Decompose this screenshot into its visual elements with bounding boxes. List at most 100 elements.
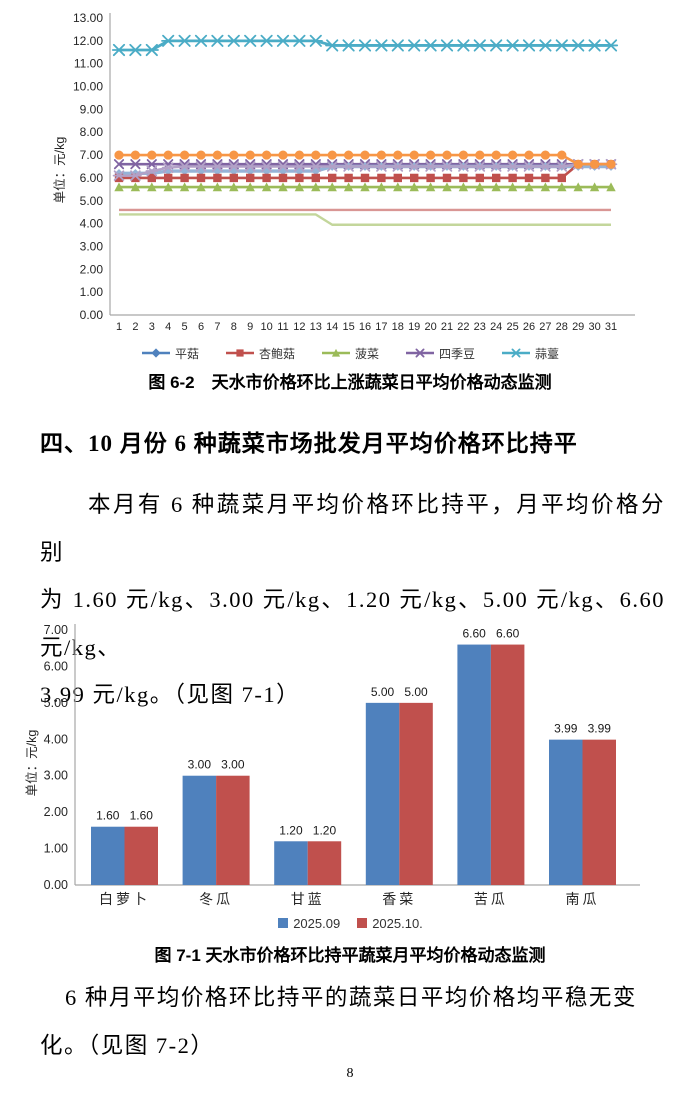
svg-text:18: 18	[392, 321, 404, 333]
svg-text:27: 27	[539, 321, 551, 333]
section-heading: 四、10 月份 6 种蔬菜市场批发月平均价格环比持平	[40, 431, 578, 456]
svg-text:9: 9	[247, 321, 253, 333]
svg-text:10.00: 10.00	[73, 80, 103, 94]
svg-text:2.00: 2.00	[80, 262, 104, 276]
legend-item-2025.09: 2025.09	[277, 916, 340, 931]
legend-marker-icon	[406, 348, 434, 358]
svg-text:17: 17	[375, 321, 387, 333]
svg-text:白萝卜: 白萝卜	[99, 891, 150, 907]
svg-text:28: 28	[556, 321, 568, 333]
daily-price-line-chart: 0.00 1.00 2.00 3.00 4.00 5.00 6.00 7.00 8.00 9.00…	[52, 11, 635, 333]
svg-text:30: 30	[588, 321, 600, 333]
svg-text:5.00: 5.00	[44, 696, 68, 710]
svg-text:1.00: 1.00	[44, 842, 68, 856]
svg-text:10: 10	[260, 321, 272, 333]
svg-text:3.99: 3.99	[588, 722, 612, 736]
svg-text:19: 19	[408, 321, 420, 333]
svg-text:1.20: 1.20	[313, 823, 337, 837]
line-chart-legend: 平菇 杏鲍菇 菠菜 四季豆 蒜薹	[0, 344, 700, 362]
svg-text:南瓜: 南瓜	[566, 891, 600, 907]
legend-marker-icon	[225, 349, 254, 357]
monthly-price-bar-chart: 0.00 1.00 2.00 3.00 4.00 5.00 6.00 7.00 单位：元/kg 1…	[24, 623, 640, 907]
svg-text:23: 23	[474, 321, 486, 333]
legend-item-杏鲍菇: 杏鲍菇	[225, 345, 295, 362]
svg-text:7.00: 7.00	[44, 623, 68, 637]
svg-text:8.00: 8.00	[80, 125, 104, 139]
svg-text:4: 4	[165, 321, 171, 333]
svg-text:1: 1	[116, 321, 122, 333]
svg-text:15: 15	[342, 321, 354, 333]
legend-item-蒜薹: 蒜薹	[501, 345, 559, 362]
legend-item-四季豆: 四季豆	[405, 345, 475, 362]
paragraph-2-line-2: 化。（见图 7-2）	[40, 1032, 215, 1058]
svg-text:5.00: 5.00	[80, 194, 104, 208]
svg-text:6: 6	[198, 321, 204, 333]
svg-text:13: 13	[310, 321, 322, 333]
svg-text:苦瓜: 苦瓜	[474, 891, 508, 907]
svg-text:3.00: 3.00	[188, 758, 212, 772]
svg-text:24: 24	[490, 321, 502, 333]
svg-text:31: 31	[605, 321, 617, 333]
svg-text:26: 26	[523, 321, 535, 333]
svg-text:3: 3	[149, 321, 155, 333]
svg-text:冬瓜: 冬瓜	[199, 891, 233, 907]
svg-text:5.00: 5.00	[371, 685, 395, 699]
figure-7-1-caption: 图 7-1 天水市价格环比持平蔬菜月平均价格动态监测	[154, 946, 546, 965]
svg-text:7.00: 7.00	[80, 148, 104, 162]
svg-text:6.60: 6.60	[496, 627, 520, 641]
svg-text:9.00: 9.00	[80, 102, 104, 116]
svg-text:0.00: 0.00	[80, 308, 104, 322]
legend-label: 杏鲍菇	[258, 346, 295, 361]
svg-text:1.60: 1.60	[130, 809, 154, 823]
legend-label: 平菇	[174, 346, 199, 361]
paragraph-2: 6 种月平均价格环比持平的蔬菜日平均价格均平稳无变 化。（见图 7-2）	[40, 974, 665, 1069]
legend-label: 2025.10.	[372, 915, 423, 931]
paragraph-2-line-1: 6 种月平均价格环比持平的蔬菜日平均价格均平稳无变	[65, 985, 637, 1010]
svg-text:单位：元/kg: 单位：元/kg	[24, 730, 39, 797]
svg-text:3.00: 3.00	[80, 239, 104, 253]
legend-marker-icon	[321, 348, 350, 357]
paragraph-1-line-3: 3.99 元/kg。（见图 7-1）	[40, 682, 301, 707]
svg-text:8: 8	[231, 321, 237, 333]
paragraph-1-line-2: 为 1.60 元/kg、3.00 元/kg、1.20 元/kg、5.00 元/k…	[40, 587, 665, 660]
page-number: 8	[346, 1066, 354, 1081]
svg-text:3.99: 3.99	[554, 722, 578, 736]
legend-label: 蒜薹	[535, 346, 560, 361]
svg-text:12.00: 12.00	[73, 34, 103, 48]
legend-marker-icon	[141, 348, 170, 358]
svg-text:6.60: 6.60	[462, 627, 486, 641]
svg-text:13.00: 13.00	[73, 11, 103, 25]
paragraph-1-line-1: 本月有 6 种蔬菜月平均价格环比持平，月平均价格分别	[40, 492, 665, 565]
svg-text:25: 25	[506, 321, 518, 333]
bar-chart-legend: 2025.09 2025.10.	[0, 914, 700, 932]
svg-text:6.00: 6.00	[44, 659, 68, 673]
svg-text:甘蓝: 甘蓝	[291, 891, 325, 907]
svg-text:1.20: 1.20	[279, 823, 303, 837]
paragraph-1: 本月有 6 种蔬菜月平均价格环比持平，月平均价格分别 为 1.60 元/kg、3…	[40, 481, 665, 719]
legend-swatch-icon	[278, 918, 289, 928]
svg-text:2: 2	[132, 321, 138, 333]
svg-text:0.00: 0.00	[44, 878, 68, 892]
svg-text:香菜: 香菜	[382, 891, 416, 907]
svg-text:单位：元/kg: 单位：元/kg	[52, 137, 67, 204]
svg-text:11: 11	[277, 321, 288, 333]
svg-text:1.00: 1.00	[80, 285, 104, 299]
svg-text:12: 12	[293, 321, 305, 333]
legend-item-菠菜: 菠菜	[321, 345, 379, 362]
legend-label: 菠菜	[354, 346, 379, 361]
svg-text:11.00: 11.00	[74, 57, 103, 71]
figure-6-2-caption: 图 6-2 天水市价格环比上涨蔬菜日平均价格动态监测	[148, 373, 552, 392]
svg-text:1.60: 1.60	[96, 809, 120, 823]
svg-text:5: 5	[182, 321, 188, 333]
svg-text:16: 16	[359, 321, 371, 333]
svg-text:21: 21	[441, 321, 453, 333]
legend-item-平菇: 平菇	[141, 345, 199, 362]
svg-text:3.00: 3.00	[221, 758, 245, 772]
svg-text:6.00: 6.00	[80, 171, 104, 185]
legend-swatch-icon	[357, 918, 368, 928]
svg-text:7: 7	[214, 321, 220, 333]
svg-text:22: 22	[457, 321, 469, 333]
svg-text:20: 20	[424, 321, 436, 333]
legend-marker-icon	[502, 348, 531, 358]
